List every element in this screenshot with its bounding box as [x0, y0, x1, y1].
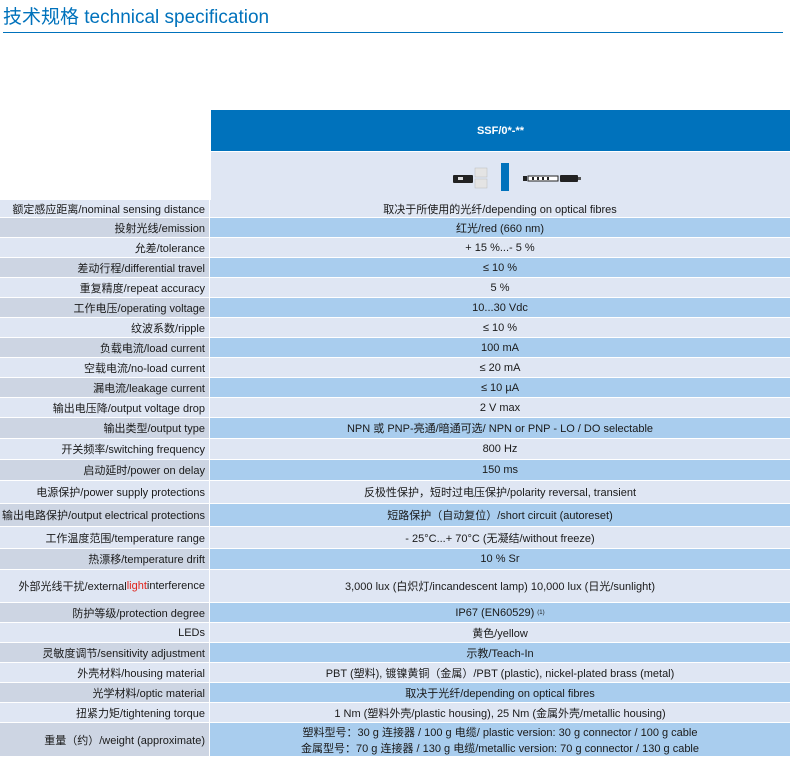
table-row: 灵敏度调节/sensitivity adjustment 示教/Teach-In — [0, 643, 790, 663]
title-divider — [3, 32, 783, 33]
spec-value: ≤ 10 µA — [210, 378, 790, 397]
spec-label: 纹波系数/ripple — [0, 318, 210, 337]
spec-value: 红光/red (660 nm) — [210, 218, 790, 237]
spec-value: 短路保护（自动复位）/short circuit (autoreset) — [210, 504, 790, 526]
spec-label: 负载电流/load current — [0, 338, 210, 357]
model-label: SSF/0*-** — [476, 124, 525, 137]
table-row: 启动延时/power on delay 150 ms — [0, 460, 790, 481]
spec-value: ≤ 10 % — [210, 258, 790, 277]
spec-value: NPN 或 PNP-亮通/暗通可选/ NPN or PNP - LO / DO … — [210, 418, 790, 438]
spec-value-line: 金属型号：70 g 连接器 / 130 g 电缆/metallic versio… — [300, 742, 699, 755]
spec-value: 3,000 lux (白炽灯/incandescent lamp) 10,000… — [210, 570, 790, 602]
spec-label: 电源保护/power supply protections — [0, 481, 210, 503]
spec-value: 10...30 Vdc — [210, 298, 790, 317]
table-row: 工作电压/operating voltage 10...30 Vdc — [0, 298, 790, 318]
table-row: 工作温度范围/temperature range - 25°C...+ 70°C… — [0, 527, 790, 549]
spec-label: 灵敏度调节/sensitivity adjustment — [0, 643, 210, 662]
spec-label: 开关频率/switching frequency — [0, 439, 210, 459]
spec-value: 反极性保护，短时过电压保护/polarity reversal, transie… — [210, 481, 790, 503]
spec-label: 扭紧力矩/tightening torque — [0, 703, 210, 722]
spec-label: 输出类型/output type — [0, 418, 210, 438]
spec-label: 外部光线干扰/external light interference — [0, 570, 210, 602]
spec-label: 工作电压/operating voltage — [0, 298, 210, 317]
spec-label: 重量（约）/weight (approximate) — [0, 723, 210, 756]
table-row: LEDs 黄色/yellow — [0, 623, 790, 643]
table-row: 重量（约）/weight (approximate) 塑料型号：30 g 连接器… — [0, 723, 790, 757]
table-row: 输出类型/output type NPN 或 PNP-亮通/暗通可选/ NPN … — [0, 418, 790, 439]
spec-value: 10 % Sr — [210, 549, 790, 569]
spec-value: + 15 %...- 5 % — [210, 238, 790, 257]
spec-label: 空载电流/no-load current — [0, 358, 210, 377]
spec-value: 1 Nm (塑料外壳/plastic housing), 25 Nm (金属外壳… — [210, 703, 790, 722]
table-row: 外部光线干扰/external light interference 3,000… — [0, 570, 790, 603]
footnote-marker: (1) — [537, 609, 545, 616]
table-row: 负载电流/load current 100 mA — [0, 338, 790, 358]
spec-value: 2 V max — [210, 398, 790, 417]
spec-value: 800 Hz — [210, 439, 790, 459]
label-highlight: light — [126, 580, 147, 592]
spec-label: 启动延时/power on delay — [0, 460, 210, 480]
spec-label: 工作温度范围/temperature range — [0, 527, 210, 548]
table-row: 额定感应距离/nominal sensing distance 取决于所使用的光… — [0, 200, 790, 218]
table-row: 外壳材料/housing material PBT (塑料), 镀镍黄铜（金属）… — [0, 663, 790, 683]
spec-value: 示教/Teach-In — [210, 643, 790, 662]
table-row: 输出电路保护/output electrical protections 短路保… — [0, 504, 790, 527]
table-row: 光学材料/optic material 取决于光纤/depending on o… — [0, 683, 790, 703]
spec-label: 输出电压降/output voltage drop — [0, 398, 210, 417]
spec-value: 150 ms — [210, 460, 790, 480]
table-row: 投射光线/emission 红光/red (660 nm) — [0, 218, 790, 238]
spec-label: 差动行程/differential travel — [0, 258, 210, 277]
spec-value: - 25°C...+ 70°C (无凝结/without freeze) — [210, 527, 790, 548]
spec-value: 塑料型号：30 g 连接器 / 100 g 电缆/ plastic versio… — [210, 723, 790, 756]
spec-label: 允差/tolerance — [0, 238, 210, 257]
table-row: 电源保护/power supply protections 反极性保护，短时过电… — [0, 481, 790, 504]
spec-value: 黄色/yellow — [210, 623, 790, 642]
table-row: 允差/tolerance + 15 %...- 5 % — [0, 238, 790, 258]
table-row: 输出电压降/output voltage drop 2 V max — [0, 398, 790, 418]
spec-value: 取决于光纤/depending on optical fibres — [210, 683, 790, 702]
spec-label: 热漂移/temperature drift — [0, 549, 210, 569]
table-row: 防护等级/protection degree IP67 (EN60529) (1) — [0, 603, 790, 623]
spec-value: 取决于所使用的光纤/depending on optical fibres — [210, 200, 790, 217]
model-header: SSF/0*-** — [211, 110, 790, 151]
spec-label: 额定感应距离/nominal sensing distance — [0, 200, 210, 217]
spec-label: 防护等级/protection degree — [0, 603, 210, 622]
table-row: 热漂移/temperature drift 10 % Sr — [0, 549, 790, 570]
spec-value: ≤ 10 % — [210, 318, 790, 337]
page-title: 技术规格 technical specification — [3, 7, 270, 28]
spec-value: 5 % — [210, 278, 790, 297]
spec-label: 投射光线/emission — [0, 218, 210, 237]
table-row: 差动行程/differential travel ≤ 10 % — [0, 258, 790, 278]
spec-value: ≤ 20 mA — [210, 358, 790, 377]
spec-label: 漏电流/leakage current — [0, 378, 210, 397]
table-row: 开关频率/switching frequency 800 Hz — [0, 439, 790, 460]
spec-label: 光学材料/optic material — [0, 683, 210, 702]
spec-label: LEDs — [0, 623, 210, 642]
spec-value-line: 塑料型号：30 g 连接器 / 100 g 电缆/ plastic versio… — [302, 726, 698, 739]
spec-value-text: IP67 (EN60529) — [455, 606, 535, 619]
spec-table: 额定感应距离/nominal sensing distance 取决于所使用的光… — [0, 200, 790, 757]
spec-value: IP67 (EN60529) (1) — [210, 603, 790, 622]
spec-value: PBT (塑料), 镀镍黄铜（金属）/PBT (plastic), nickel… — [210, 663, 790, 682]
table-row: 纹波系数/ripple ≤ 10 % — [0, 318, 790, 338]
table-row: 漏电流/leakage current ≤ 10 µA — [0, 378, 790, 398]
product-image-band — [211, 152, 790, 200]
table-row: 空载电流/no-load current ≤ 20 mA — [0, 358, 790, 378]
spec-value: 100 mA — [210, 338, 790, 357]
table-row: 扭紧力矩/tightening torque 1 Nm (塑料外壳/plasti… — [0, 703, 790, 723]
spec-label: 重复精度/repeat accuracy — [0, 278, 210, 297]
fibre-sensor-icon — [453, 163, 581, 191]
label-part: 外部光线干扰/external — [18, 581, 127, 593]
spec-label: 外壳材料/housing material — [0, 663, 210, 682]
spec-label: 输出电路保护/output electrical protections — [0, 504, 210, 526]
table-row: 重复精度/repeat accuracy 5 % — [0, 278, 790, 298]
label-part: interference — [146, 580, 205, 592]
